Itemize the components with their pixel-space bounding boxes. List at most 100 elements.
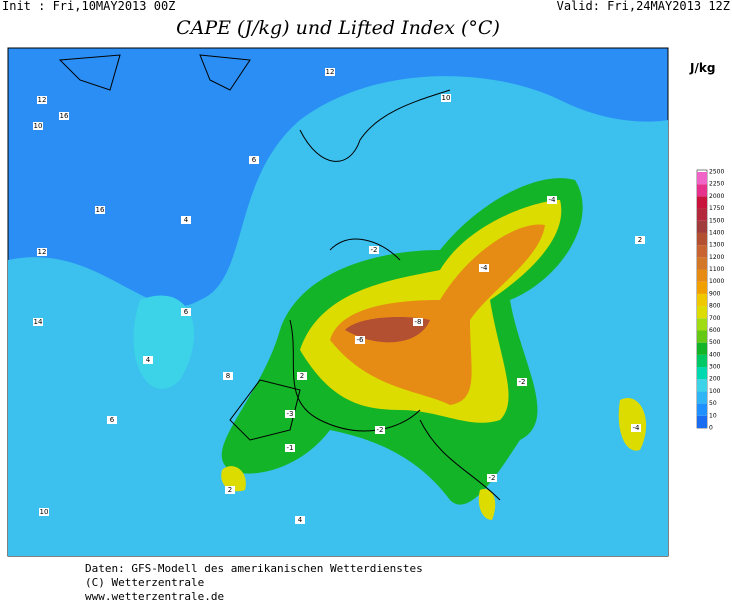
contour-label: 16 xyxy=(60,112,69,120)
contour-label-box xyxy=(635,236,645,244)
contour-label: 6 xyxy=(184,308,189,316)
colorbar-segment xyxy=(697,367,707,380)
colorbar-segment xyxy=(697,184,707,197)
contour-label: -6 xyxy=(357,336,365,344)
contour-label: 12 xyxy=(326,68,335,76)
colorbar-segment xyxy=(697,257,707,270)
contour-label-box xyxy=(181,216,191,224)
contour-label: 14 xyxy=(34,318,43,326)
contour-label-box xyxy=(297,372,307,380)
contour-label: 12 xyxy=(38,96,47,104)
contour-label-box xyxy=(369,246,379,254)
contour-label-box xyxy=(181,308,191,316)
colorbar-segment xyxy=(697,208,707,221)
colorbar-segment xyxy=(697,379,707,392)
colorbar-label: 2000 xyxy=(709,193,724,200)
contour-label: -1 xyxy=(287,444,294,452)
map-title: CAPE (J/kg) und Lifted Index (°C) xyxy=(176,17,500,39)
cape-area xyxy=(221,466,246,492)
colorbar-label: 1100 xyxy=(709,266,724,273)
contour-label: -4 xyxy=(549,196,557,204)
colorbar-label: 1750 xyxy=(709,205,724,212)
valid-time: Valid: Fri,24MAY2013 12Z xyxy=(557,0,730,13)
contour-label-box xyxy=(487,474,497,482)
contour-label-box xyxy=(39,508,49,516)
contour-label: 10 xyxy=(34,122,43,130)
contour-label-box xyxy=(107,416,117,424)
colorbar-segment xyxy=(697,391,707,404)
cape-area xyxy=(478,489,496,520)
contour-label-box xyxy=(143,356,153,364)
cape-area xyxy=(133,295,195,389)
colorbar-label: 10 xyxy=(709,412,717,419)
colorbar-unit: J/kg xyxy=(689,61,715,75)
colorbar-label: 50 xyxy=(709,400,717,407)
contour-label: 2 xyxy=(228,486,232,494)
colorbar-label: 800 xyxy=(709,303,721,310)
colorbar-segment xyxy=(697,245,707,258)
contour-label-box xyxy=(517,378,527,386)
colorbar-segment xyxy=(697,220,707,233)
contour-label: -8 xyxy=(415,318,422,326)
contour-label: 6 xyxy=(252,156,257,164)
footer-line: (C) Wetterzentrale xyxy=(85,576,204,589)
contour-label: -2 xyxy=(519,378,526,386)
contour-label-box xyxy=(441,94,451,102)
colorbar-segment xyxy=(697,172,707,185)
cape-area xyxy=(345,317,430,343)
colorbar-segment xyxy=(697,269,707,282)
colorbar-label: 1300 xyxy=(709,242,724,249)
contour-label: 6 xyxy=(110,416,115,424)
contour-label-box xyxy=(355,336,365,344)
contour-label-box xyxy=(295,516,305,524)
colorbar-segment xyxy=(697,281,707,294)
colorbar-label: 2250 xyxy=(709,181,724,188)
footer-line: Daten: GFS-Modell des amerikanischen Wet… xyxy=(85,562,423,575)
contour-label-box xyxy=(33,318,43,326)
contour-label: -2 xyxy=(371,246,378,254)
colorbar-segment xyxy=(697,318,707,331)
contour-label: 10 xyxy=(40,508,49,516)
colorbar-segment xyxy=(697,330,707,343)
contour-label: 2 xyxy=(638,236,642,244)
colorbar-label: 300 xyxy=(709,364,721,371)
contour-label: 4 xyxy=(146,356,151,364)
contour-label-box xyxy=(413,318,423,326)
contour-label: 4 xyxy=(184,216,189,224)
colorbar-label: 600 xyxy=(709,327,721,334)
contour-label: 4 xyxy=(298,516,303,524)
colorbar-label: 1000 xyxy=(709,278,724,285)
colorbar-segment xyxy=(697,306,707,319)
contour-label: -3 xyxy=(287,410,294,418)
colorbar-label: 1500 xyxy=(709,217,724,224)
contour-label-box xyxy=(59,112,69,120)
contour-label: -4 xyxy=(481,264,489,272)
colorbar-segment xyxy=(697,403,707,416)
colorbar-segment xyxy=(697,196,707,209)
colorbar-segment xyxy=(697,415,707,428)
contour-label-box xyxy=(325,68,335,76)
colorbar-segment xyxy=(697,293,707,307)
contour-label: -2 xyxy=(489,474,496,482)
init-time: Init : Fri,10MAY2013 00Z xyxy=(2,0,175,13)
colorbar-segment xyxy=(697,354,707,368)
colorbar-label: 700 xyxy=(709,315,721,322)
cape-area xyxy=(330,224,545,405)
contour-label: 12 xyxy=(38,248,47,256)
map xyxy=(7,47,669,557)
colorbar-label: 2500 xyxy=(709,169,724,176)
colorbar-label: 500 xyxy=(709,339,721,346)
colorbar-label: 100 xyxy=(709,388,721,395)
colorbar-label: 0 xyxy=(709,425,713,432)
footer-line: www.wetterzentrale.de xyxy=(85,590,224,603)
contour-label-box xyxy=(95,206,105,214)
colorbar-segment xyxy=(697,342,707,355)
contour-label-box xyxy=(225,486,235,494)
contour-label: 16 xyxy=(96,206,105,214)
colorbar-label: 1200 xyxy=(709,254,724,261)
contour-label: -4 xyxy=(633,424,641,432)
contour-label-box xyxy=(37,248,47,256)
contour-label-box xyxy=(547,196,557,204)
contour-label-box xyxy=(285,444,295,452)
